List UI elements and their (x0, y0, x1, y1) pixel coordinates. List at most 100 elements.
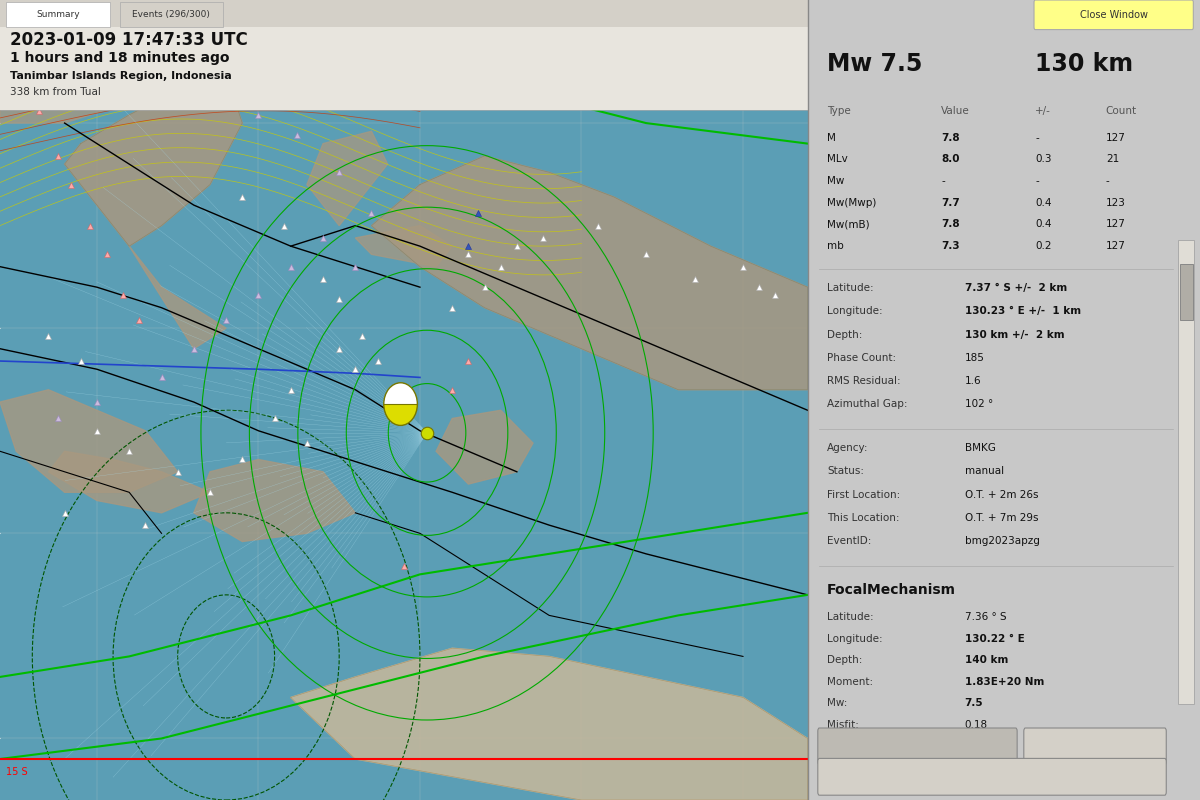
Text: Depth:: Depth: (827, 330, 863, 340)
Text: O.T. + 7m 29s: O.T. + 7m 29s (965, 513, 1038, 523)
Text: MLv: MLv (827, 154, 848, 165)
Polygon shape (372, 156, 808, 390)
Text: Longitude:: Longitude: (827, 306, 883, 317)
Text: Mw: Mw (827, 176, 845, 186)
Text: manual: manual (965, 466, 1003, 477)
Text: 0.2: 0.2 (1036, 241, 1051, 251)
Text: 15 S: 15 S (6, 767, 28, 777)
Text: RMS Residual:: RMS Residual: (827, 376, 901, 386)
Text: 7.5: 7.5 (965, 698, 983, 709)
Text: Latitude:: Latitude: (827, 612, 874, 622)
Text: Show Details: Show Details (1063, 742, 1127, 751)
Text: 21: 21 (1106, 154, 1120, 165)
Text: 127: 127 (1106, 241, 1126, 251)
Text: 7.8: 7.8 (941, 133, 960, 143)
Text: O.T. + 2m 26s: O.T. + 2m 26s (965, 490, 1038, 500)
Text: Count: Count (1106, 106, 1136, 116)
Text: Agency:: Agency: (827, 443, 869, 454)
Text: CLVD:: CLVD: (827, 742, 858, 752)
FancyBboxPatch shape (818, 758, 1166, 795)
Text: 8.0: 8.0 (941, 154, 960, 165)
Text: Longitude:: Longitude: (827, 634, 883, 644)
Text: 0.4: 0.4 (1036, 219, 1051, 230)
Text: bmg2023apzg: bmg2023apzg (965, 536, 1039, 546)
Text: Azimuthal Gap:: Azimuthal Gap: (827, 399, 907, 410)
Bar (120, 2, 223, 26)
Text: 1.83E+20 Nm: 1.83E+20 Nm (965, 677, 1044, 687)
Text: 130 km: 130 km (1036, 52, 1133, 76)
Text: M: M (827, 133, 836, 143)
Text: Moment:: Moment: (827, 677, 874, 687)
Text: 0.48: 0.48 (965, 742, 988, 752)
FancyBboxPatch shape (818, 728, 1018, 765)
Text: 2023-01-09 17:47:33 UTC: 2023-01-09 17:47:33 UTC (10, 30, 247, 49)
Text: Misfit:: Misfit: (827, 720, 859, 730)
Text: 130.23 ° E +/-  1 km: 130.23 ° E +/- 1 km (965, 306, 1081, 317)
Text: 2.8 °: 2.8 ° (965, 785, 990, 795)
Text: 7.7: 7.7 (941, 198, 960, 208)
Text: First Location:: First Location: (827, 490, 900, 500)
Polygon shape (307, 131, 388, 226)
Text: 338 km from Tual: 338 km from Tual (10, 87, 101, 97)
Text: FocalMechanism: FocalMechanism (827, 583, 956, 598)
FancyBboxPatch shape (1024, 728, 1166, 765)
Text: -: - (1106, 176, 1110, 186)
Text: Value: Value (941, 106, 970, 116)
Text: +/-: +/- (1036, 106, 1051, 116)
Polygon shape (0, 21, 145, 123)
Polygon shape (130, 246, 226, 349)
Text: Latitude:: Latitude: (827, 283, 874, 294)
Text: Close Window: Close Window (1080, 10, 1147, 20)
Text: Phase Count:: Phase Count: (827, 353, 896, 363)
Text: 1 hours and 18 minutes ago: 1 hours and 18 minutes ago (10, 51, 229, 66)
Text: Depth:: Depth: (827, 655, 863, 666)
Polygon shape (48, 451, 210, 513)
Text: 43: 43 (965, 763, 978, 774)
Polygon shape (65, 74, 242, 246)
Wedge shape (384, 382, 418, 404)
Text: 102 °: 102 ° (965, 399, 992, 410)
Polygon shape (0, 390, 178, 492)
Text: -: - (1036, 176, 1039, 186)
Bar (6, 2, 110, 26)
Text: 127: 127 (1106, 219, 1126, 230)
Text: 123: 123 (1106, 198, 1126, 208)
Text: BMKG: BMKG (965, 443, 996, 454)
Text: Send This Data: Send This Data (953, 772, 1032, 782)
Text: 0.18: 0.18 (965, 720, 988, 730)
Text: 127: 127 (1106, 133, 1126, 143)
Text: -: - (941, 176, 944, 186)
FancyBboxPatch shape (1034, 0, 1193, 30)
Text: This Location:: This Location: (827, 513, 900, 523)
Text: EventID:: EventID: (827, 536, 871, 546)
Text: Mw(mB): Mw(mB) (827, 219, 870, 230)
Text: -: - (1036, 133, 1039, 143)
Text: Tanimbar Islands Region, Indonesia: Tanimbar Islands Region, Indonesia (10, 70, 232, 81)
Text: 0.3: 0.3 (1036, 154, 1051, 165)
Text: Mw 7.5: Mw 7.5 (827, 52, 923, 76)
Text: 7.8: 7.8 (941, 219, 960, 230)
Text: Min dist:: Min dist: (827, 785, 872, 795)
Text: 140 km: 140 km (965, 655, 1008, 666)
Text: Phase Count:: Phase Count: (827, 763, 896, 774)
Text: Status:: Status: (827, 466, 864, 477)
Text: Fix automatic solutions: Fix automatic solutions (863, 742, 972, 751)
Text: 7.37 ° S +/-  2 km: 7.37 ° S +/- 2 km (965, 283, 1067, 294)
Wedge shape (384, 404, 418, 426)
Text: 130.22 ° E: 130.22 ° E (965, 634, 1025, 644)
Text: 130 km +/-  2 km: 130 km +/- 2 km (965, 330, 1064, 340)
Text: Mw:: Mw: (827, 698, 847, 709)
Text: Events (296/300): Events (296/300) (132, 10, 210, 19)
Text: Mw(Mwp): Mw(Mwp) (827, 198, 876, 208)
Bar (0, 0, 808, 26)
Text: 7.3: 7.3 (941, 241, 960, 251)
Polygon shape (436, 410, 533, 484)
Polygon shape (355, 226, 452, 266)
Text: 1.6: 1.6 (965, 376, 982, 386)
Polygon shape (194, 459, 355, 542)
Text: 185: 185 (965, 353, 984, 363)
Bar (1180, 264, 1193, 320)
Polygon shape (290, 648, 808, 800)
Text: 0.4: 0.4 (1036, 198, 1051, 208)
Text: Summary: Summary (36, 10, 80, 19)
